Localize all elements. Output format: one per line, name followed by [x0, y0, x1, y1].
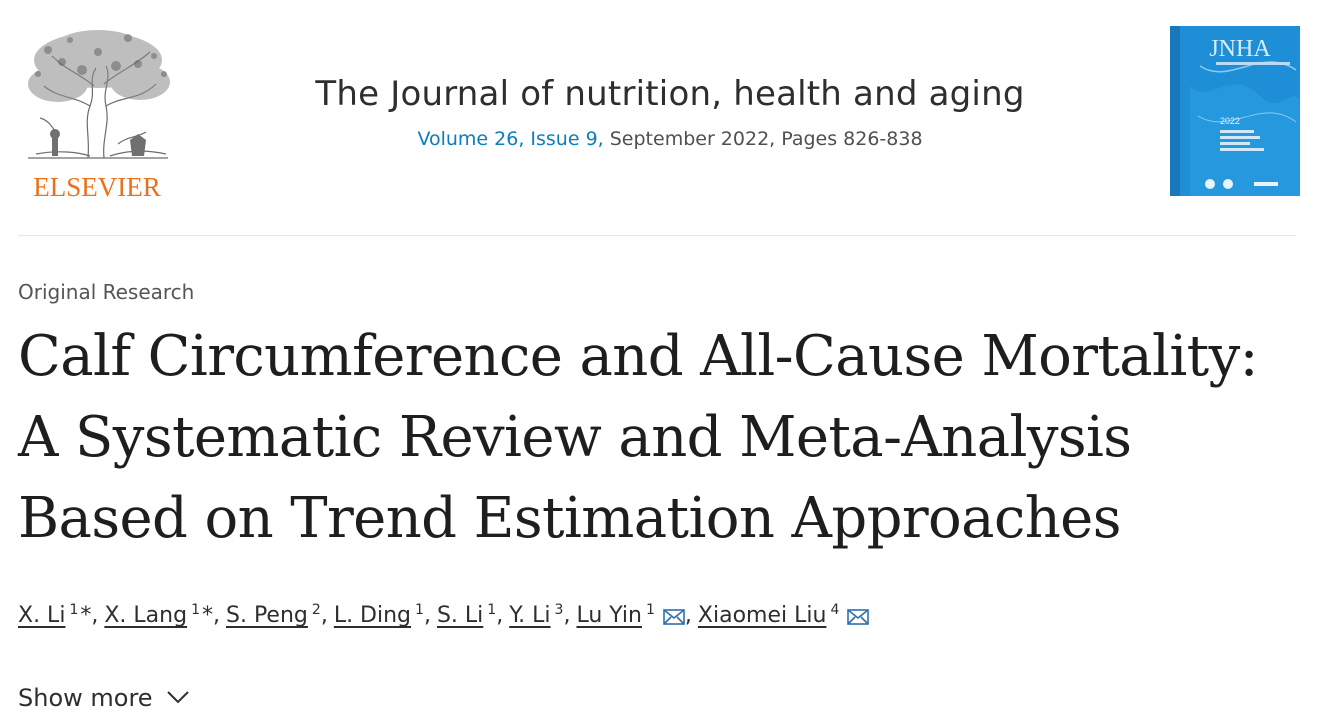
author-name-link[interactable]: X. Li — [18, 603, 66, 629]
cover-year: 2022 — [1220, 116, 1240, 126]
show-more-label: Show more — [18, 684, 153, 712]
journal-info: The Journal of nutrition, health and agi… — [200, 74, 1140, 150]
author-name-link[interactable]: S. Peng — [226, 603, 308, 629]
cover-title: JNHA — [1209, 36, 1271, 62]
envelope-icon[interactable] — [663, 609, 685, 626]
journal-cover[interactable]: JNHA 2022 — [1170, 26, 1300, 196]
publisher-name: ELSEVIER — [33, 172, 161, 202]
article-title-line: Based on Trend Estimation Approaches — [18, 486, 1121, 551]
author-entry: Y. Li 3 — [509, 602, 564, 629]
author-separator: , — [423, 603, 431, 629]
author-name-link[interactable]: X. Lang — [104, 603, 188, 629]
author-separator: , — [91, 603, 99, 629]
chevron-down-icon — [166, 691, 189, 704]
author-affiliation[interactable]: 1 — [191, 602, 200, 618]
author-separator: , — [496, 603, 504, 629]
journal-header: ELSEVIER The Journal of nutrition, healt… — [0, 0, 1336, 236]
journal-title[interactable]: The Journal of nutrition, health and agi… — [315, 74, 1025, 114]
author-affiliation[interactable]: 1 — [69, 602, 79, 618]
issue-date-pages: September 2022, Pages 826-838 — [603, 128, 923, 150]
author-name-link[interactable]: L. Ding — [333, 603, 412, 629]
author-entry: Lu Yin 1 — [576, 602, 685, 629]
corresponding-star: * — [80, 603, 92, 629]
author-separator: , — [213, 603, 220, 629]
author-entry: S. Peng 2 — [226, 602, 321, 629]
header-divider — [18, 235, 1296, 236]
author-name-link[interactable]: Xiaomei Liu — [697, 603, 827, 629]
article-title-line: Calf Circumference and All-Cause Mortali… — [18, 324, 1258, 389]
article-title: Calf Circumference and All-Cause Mortali… — [18, 316, 1318, 559]
author-separator: , — [320, 603, 328, 629]
author-affiliation[interactable]: 4 — [830, 602, 840, 618]
author-name-link[interactable]: S. Li — [436, 603, 484, 629]
author-entry: X. Li 1* — [18, 602, 92, 629]
envelope-icon[interactable] — [847, 609, 870, 626]
author-entry: X. Lang 1* — [104, 602, 213, 629]
author-entry: S. Li 1 — [436, 602, 497, 629]
article-title-line: A Systematic Review and Meta-Analysis — [18, 405, 1132, 470]
author-entry: L. Ding 1 — [333, 602, 424, 629]
author-affiliation[interactable]: 2 — [311, 602, 321, 618]
show-more-button[interactable]: Show more — [18, 684, 189, 712]
author-separator: , — [684, 603, 692, 629]
author-list: X. Li 1*, X. Lang 1*, S. Peng 2, L. Ding 1, S. L… — [18, 602, 870, 629]
author-affiliation[interactable]: 1 — [646, 602, 655, 618]
author-entry: Xiaomei Liu 4 — [697, 602, 870, 629]
journal-cover-image: JNHA 2022 — [1170, 26, 1300, 196]
author-affiliation[interactable]: 1 — [487, 602, 497, 618]
author-name-link[interactable]: Y. Li — [509, 603, 551, 629]
journal-issue: Volume 26, Issue 9, September 2022, Page… — [200, 128, 1140, 150]
article-type: Original Research — [18, 280, 195, 304]
issue-volume-link[interactable]: Volume 26, Issue 9, — [417, 128, 604, 150]
author-affiliation[interactable]: 1 — [415, 602, 424, 618]
corresponding-star: * — [202, 603, 213, 629]
elsevier-tree-logo — [28, 30, 170, 159]
elsevier-logo[interactable]: ELSEVIER — [18, 26, 176, 202]
author-affiliation[interactable]: 3 — [554, 602, 564, 618]
author-separator: , — [563, 603, 571, 629]
author-name-link[interactable]: Lu Yin — [576, 603, 642, 629]
